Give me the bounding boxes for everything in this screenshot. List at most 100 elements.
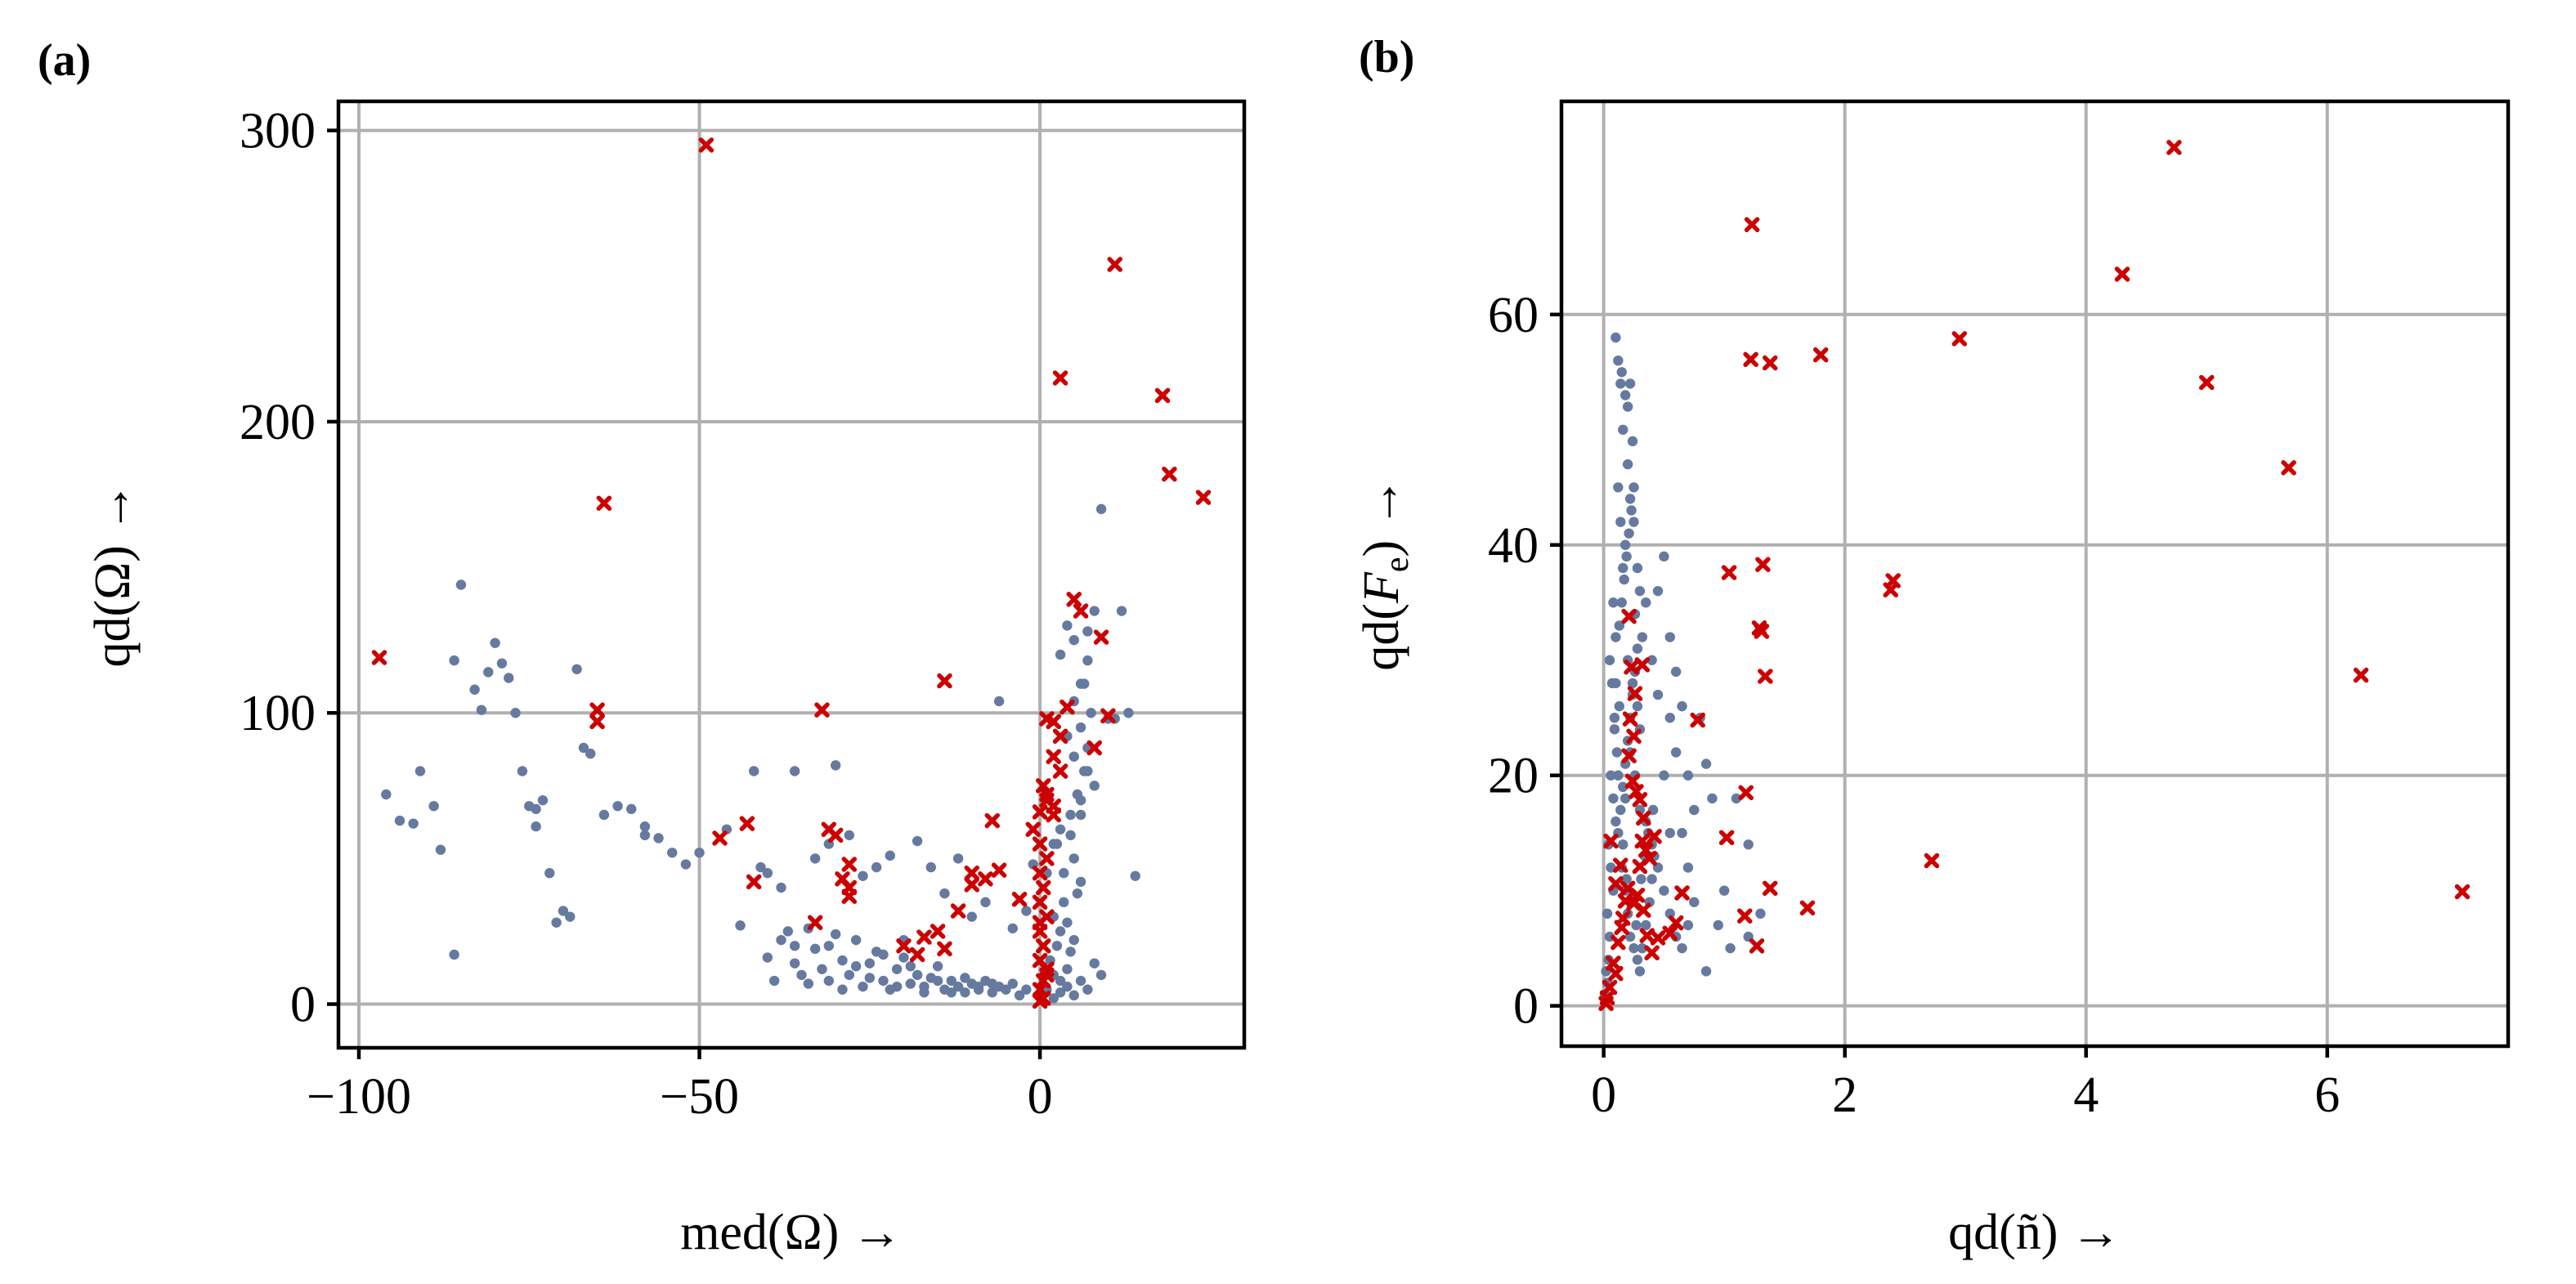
- chart-b-series-2-point: [1736, 908, 1753, 924]
- chart-b-series-1-point: [1682, 919, 1694, 931]
- chart-a-series-2-point: [984, 812, 1001, 829]
- chart-a-series-1-point: [496, 658, 508, 669]
- chart-b-series-2-point: [1674, 885, 1690, 901]
- chart-a-series-1-point: [585, 748, 596, 759]
- chart-a-series-2-point: [916, 929, 932, 945]
- chart-b-series-1-point: [1628, 482, 1639, 493]
- chart-a-series-1-point: [905, 961, 916, 972]
- chart-a-series-2-point: [746, 874, 762, 890]
- chart-a-series-1-point: [1082, 984, 1093, 995]
- chart-b-series-1-point: [1608, 597, 1619, 608]
- chart-a-series-1-point: [1068, 634, 1079, 646]
- chart-a-series-1-point: [823, 941, 835, 951]
- panel-a-label: (a): [38, 35, 91, 86]
- chart-b-series-1-point: [1602, 908, 1613, 919]
- chart-b-series-1-point: [1664, 632, 1675, 642]
- chart-a-series-1-point: [796, 969, 807, 981]
- chart-b-series-1-point: [1613, 482, 1624, 493]
- chart-a-series-1-point: [1089, 781, 1100, 791]
- chart-a-series-1-point: [1089, 606, 1100, 616]
- chart-a-series-1-point: [755, 861, 766, 873]
- chart-b-series-2-point: [1632, 792, 1648, 808]
- chart-b-series-1-point: [1646, 655, 1657, 665]
- chart-a-series-2-point: [991, 862, 1007, 878]
- chart-a-series-1-point: [1062, 964, 1073, 974]
- chart-a-series-1-point: [1055, 987, 1066, 998]
- chart-a-series-1-point: [1123, 708, 1134, 718]
- chart-a-series-1-point: [925, 861, 936, 873]
- chart-b-series-1-point: [1755, 908, 1766, 919]
- chart-b-series-1-point: [1618, 562, 1628, 574]
- chart-a-series-2-point: [964, 877, 980, 893]
- chart-b-xlabel: qd(ñ) →: [1948, 1205, 2121, 1260]
- chart-a-series-1-point: [850, 961, 862, 972]
- chart-a-series-1-point: [878, 975, 889, 986]
- chart-a-series-2-point: [698, 137, 715, 153]
- chart-a-series-1-point: [626, 803, 637, 815]
- chart-b-series-1-point: [1641, 597, 1651, 608]
- chart-b-series-2-point: [1622, 711, 1638, 727]
- chart-b-series-1-point: [1624, 494, 1636, 504]
- chart-b-series-2-point: [1603, 833, 1619, 849]
- chart-a-series-1-point: [544, 868, 555, 879]
- chart-b-series-1-point: [1659, 551, 1669, 562]
- chart-a-series-1-point: [394, 815, 405, 826]
- chart-a-series-1-point: [510, 708, 521, 718]
- chart-a-ylabel: qd(Ω) →: [85, 482, 141, 668]
- chart-a-grid: [338, 101, 1244, 1048]
- chart-a-series-2-point: [1195, 490, 1212, 505]
- chart-a-series-1-point: [1055, 824, 1066, 834]
- chart-a-series-2-point: [1046, 807, 1061, 823]
- chart-a-series-2-point: [1154, 387, 1171, 404]
- chart-b-frame: [1559, 99, 2511, 1049]
- chart-b-series-1-point: [1664, 713, 1675, 723]
- chart-b-series-1-point: [1634, 966, 1646, 977]
- chart-a-series-2-point: [596, 495, 612, 511]
- chart-b-series-2-point: [1743, 351, 1758, 368]
- chart-a-series-2-point: [1162, 466, 1177, 482]
- chart-a-series-2-point: [909, 946, 925, 963]
- chart-a-series-1-point: [960, 987, 970, 998]
- chart-a-series-1-point: [558, 906, 569, 916]
- chart-b-series-2-point: [1615, 910, 1631, 926]
- chart-a-series-2-point: [712, 830, 728, 846]
- chart-a-series-2-point: [827, 827, 844, 843]
- chart-a-series-2-point: [937, 941, 952, 957]
- chart-a-series-1-point: [1089, 958, 1100, 969]
- chart-a-ytick-label: 0: [290, 978, 316, 1033]
- chart-b-series-1-point: [1636, 874, 1646, 884]
- chart-a-series-2-point: [371, 650, 388, 665]
- chart-b-series-2-point: [1754, 624, 1770, 639]
- chart-b-series-1-point: [1689, 897, 1700, 907]
- chart-a-series-1-point: [912, 835, 923, 847]
- chart-b-series-1-point: [1604, 655, 1615, 665]
- chart-a-series-1-point: [1062, 981, 1073, 992]
- chart-a-series-1-point: [1079, 678, 1090, 689]
- chart-a-xtick-label: 0: [1028, 1069, 1053, 1125]
- chart-a-ytick-label: 200: [240, 395, 316, 450]
- chart-a-series-1-point: [414, 766, 426, 776]
- chart-a-series-1-point: [809, 853, 821, 864]
- chart-a-series-1-point: [531, 821, 541, 832]
- chart-a-series-1-point: [987, 987, 997, 998]
- chart-a-series-1-point: [1095, 503, 1107, 515]
- chart-a-series-1-point: [1059, 868, 1069, 879]
- chart-b-series-1-point: [1611, 632, 1621, 642]
- chart-a-series-1-point: [667, 848, 678, 858]
- chart-a-series-1-point: [490, 638, 500, 648]
- chart-a-series-1: [381, 503, 1140, 1004]
- chart-b-series-1-point: [1628, 942, 1639, 954]
- chart-b-series-1-point: [1615, 517, 1626, 527]
- chart-b-series-2-point: [1650, 930, 1666, 946]
- chart-a-series-1-point: [1065, 946, 1076, 957]
- chart-a-series-1-point: [449, 655, 459, 666]
- chart-a-series-1-point: [912, 969, 923, 981]
- chart-a-series-1-point: [789, 941, 800, 951]
- chart-a-series-2-point: [1035, 879, 1051, 896]
- chart-b-series-2: [1598, 140, 2471, 1012]
- chart-a-ytick-label: 300: [240, 104, 316, 159]
- chart-b-series-1-point: [1731, 793, 1742, 804]
- chart-b-series-1-point: [1618, 839, 1628, 850]
- chart-a-series-1-point: [1079, 766, 1090, 776]
- chart-a-series-1-point: [1007, 978, 1018, 989]
